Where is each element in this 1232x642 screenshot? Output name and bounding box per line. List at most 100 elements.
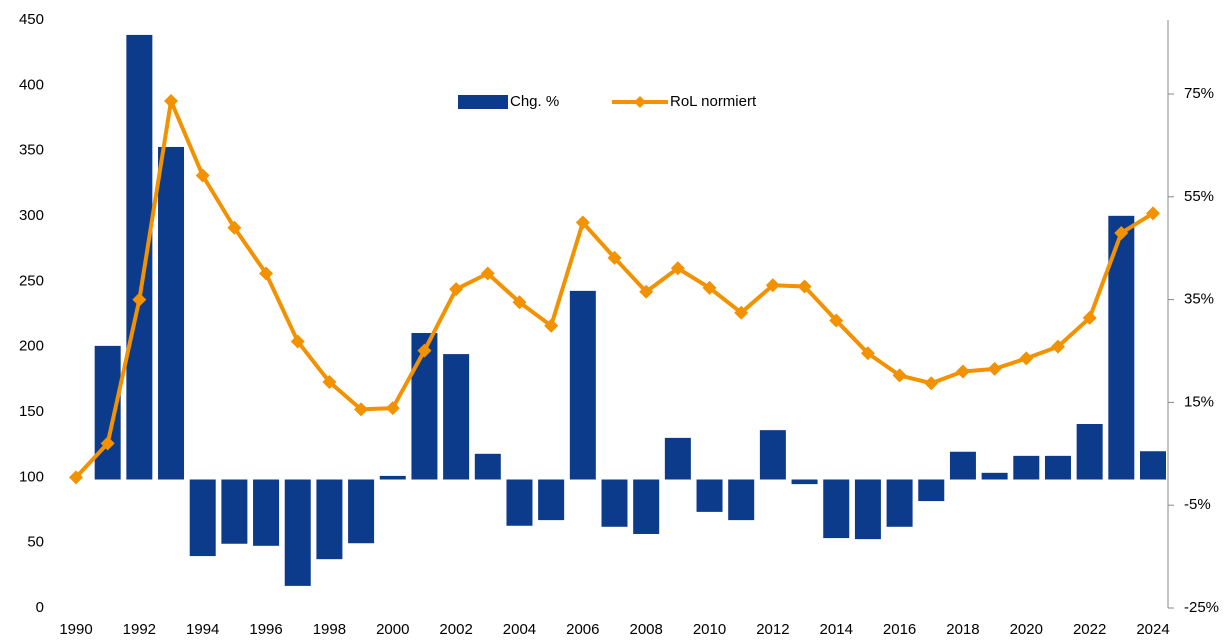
x-tick-label: 2018 xyxy=(946,621,979,638)
line-marker xyxy=(100,436,115,451)
y-tick-label: 200 xyxy=(19,338,44,355)
legend-label: RoL normiert xyxy=(670,93,757,110)
line-marker xyxy=(1146,206,1160,221)
y2-tick-label: 15% xyxy=(1184,393,1214,410)
bar xyxy=(949,451,976,480)
bar xyxy=(189,479,216,557)
line-marker xyxy=(765,278,780,293)
bar xyxy=(1076,423,1103,480)
bar xyxy=(1013,455,1040,480)
x-tick-label: 2024 xyxy=(1136,621,1169,638)
line-marker xyxy=(322,374,337,389)
line-marker xyxy=(924,376,939,391)
line-marker xyxy=(987,361,1002,376)
bar xyxy=(253,479,280,546)
bar xyxy=(506,479,533,526)
line-marker xyxy=(955,364,970,379)
line-marker xyxy=(417,343,432,358)
y-tick-label: 350 xyxy=(19,142,44,159)
x-tick-label: 1998 xyxy=(313,621,346,638)
line-marker xyxy=(860,346,875,361)
line-marker xyxy=(290,334,305,349)
line-marker xyxy=(449,282,464,297)
bar xyxy=(823,479,850,539)
bar xyxy=(791,479,818,485)
line-marker xyxy=(227,220,242,235)
x-tick-label: 2002 xyxy=(439,621,472,638)
bar xyxy=(284,479,311,586)
x-tick-label: 2012 xyxy=(756,621,789,638)
line-marker xyxy=(734,305,749,320)
line-marker xyxy=(1050,339,1065,354)
line-marker xyxy=(512,295,527,310)
line-marker xyxy=(195,168,210,183)
line-marker xyxy=(1019,351,1034,366)
bar xyxy=(981,472,1008,480)
x-tick-label: 2010 xyxy=(693,621,726,638)
line-marker xyxy=(259,266,274,281)
y-tick-label: 0 xyxy=(36,599,44,616)
bar xyxy=(1140,451,1166,480)
bar xyxy=(379,475,406,480)
line xyxy=(74,99,1155,479)
bar xyxy=(696,479,723,512)
line-marker xyxy=(797,279,812,294)
y-tick-label: 300 xyxy=(19,207,44,224)
bar xyxy=(728,479,755,521)
y-tick-label: 450 xyxy=(19,11,44,28)
bar xyxy=(601,479,628,527)
line-marker xyxy=(1114,225,1129,240)
legend-swatch xyxy=(458,95,508,109)
bar xyxy=(348,479,375,544)
y-tick-label: 100 xyxy=(19,468,44,485)
x-tick-label: 2004 xyxy=(503,621,536,638)
x-tick-label: 2016 xyxy=(883,621,916,638)
x-tick-label: 2000 xyxy=(376,621,409,638)
bar xyxy=(94,345,121,480)
bar xyxy=(918,479,945,502)
line-marker xyxy=(702,280,717,295)
bar xyxy=(664,437,691,480)
bar xyxy=(443,354,470,480)
bar xyxy=(474,453,501,480)
x-tick-label: 2014 xyxy=(820,621,853,638)
x-tick-label: 1996 xyxy=(249,621,282,638)
y-tick-label: 400 xyxy=(19,76,44,93)
line-marker xyxy=(132,292,147,307)
bar xyxy=(221,479,248,544)
bar xyxy=(759,430,786,480)
y-tick-label: 150 xyxy=(19,403,44,420)
y2-tick-label: 75% xyxy=(1184,85,1214,102)
line-marker xyxy=(164,94,179,109)
bar xyxy=(316,479,343,560)
x-tick-label: 1992 xyxy=(123,621,156,638)
line-marker xyxy=(354,402,369,417)
line-marker xyxy=(670,261,685,276)
x-tick-label: 2022 xyxy=(1073,621,1106,638)
bar xyxy=(633,479,660,534)
line-marker xyxy=(892,368,907,383)
x-tick-label: 2006 xyxy=(566,621,599,638)
bar xyxy=(538,479,565,521)
line-marker xyxy=(69,470,83,485)
bar xyxy=(854,479,881,540)
legend-marker xyxy=(634,96,646,108)
y-tick-label: 250 xyxy=(19,272,44,289)
line-marker xyxy=(575,215,590,230)
line-marker xyxy=(639,284,654,299)
y2-tick-label: -5% xyxy=(1184,496,1211,513)
x-tick-label: 1990 xyxy=(59,621,92,638)
bar xyxy=(569,290,596,480)
bar xyxy=(1044,455,1071,480)
x-tick-label: 2020 xyxy=(1010,621,1043,638)
y-tick-label: 50 xyxy=(27,534,44,551)
bar xyxy=(158,146,185,480)
x-tick-label: 1994 xyxy=(186,621,219,638)
line-marker xyxy=(829,313,844,328)
line-marker xyxy=(1082,310,1097,325)
y2-tick-label: 35% xyxy=(1184,291,1214,308)
y2-tick-label: 55% xyxy=(1184,188,1214,205)
line-marker xyxy=(544,318,559,333)
legend-label: Chg. % xyxy=(510,93,559,110)
